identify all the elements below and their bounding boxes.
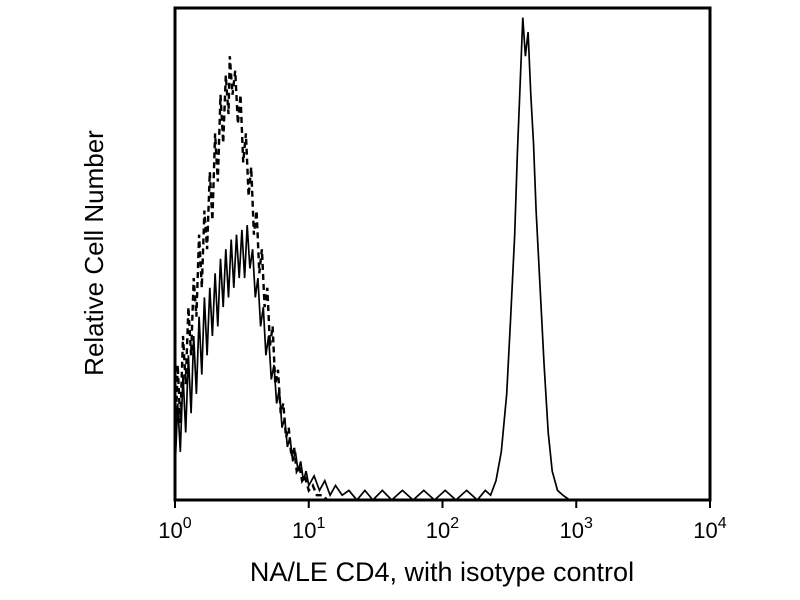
- x-tick-label-10^1: 101: [292, 515, 325, 543]
- cd4-solid-curve: [174, 17, 583, 502]
- x-tick-label-10^2: 102: [426, 515, 459, 543]
- x-tick-label-10^3: 103: [560, 515, 593, 543]
- x-tick-label-10^4: 104: [693, 515, 726, 543]
- x-axis-ticks: 100 101 102 103 104: [158, 501, 727, 543]
- x-axis-label: NA/LE CD4, with isotype control: [250, 557, 634, 587]
- plot-frame: [173, 6, 712, 502]
- x-tick-label-10^0: 100: [158, 515, 191, 543]
- isotype-control-dashed-curve: [173, 56, 329, 501]
- y-axis-label: Relative Cell Number: [79, 130, 109, 376]
